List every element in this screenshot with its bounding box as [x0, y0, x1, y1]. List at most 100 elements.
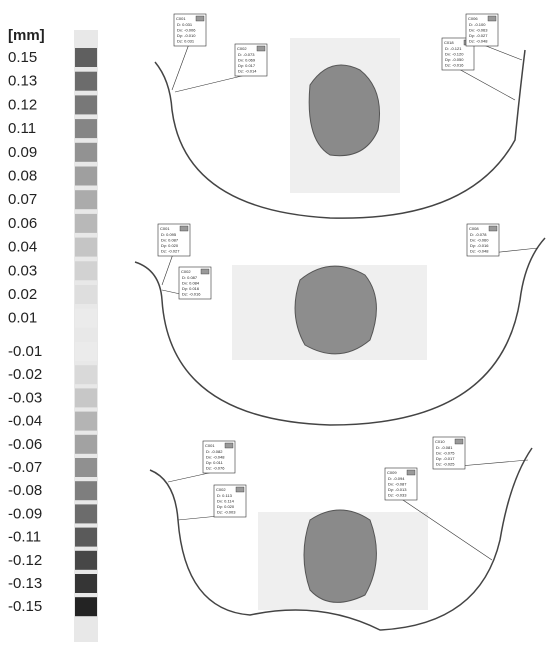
legend-swatch — [75, 167, 97, 186]
legend-label: 0.13 — [8, 73, 37, 90]
callout-line: Dx: -0.063 — [469, 28, 488, 33]
callout-line: D: 0.113 — [217, 493, 233, 498]
legend-unit: [mm] — [8, 27, 45, 44]
legend-label: 0.04 — [8, 239, 37, 256]
callout-line: Dx: -0.120 — [445, 52, 464, 57]
callout-swatch — [236, 487, 244, 492]
callout-line: Dx: -0.087 — [388, 482, 407, 487]
callout-line: Dy: -0.050 — [445, 57, 464, 62]
legend-label: 0.01 — [8, 310, 37, 327]
legend-label: 0.12 — [8, 96, 37, 113]
callout-line: Dx: -0.075 — [436, 451, 455, 456]
callout-line: D: -0.073 — [238, 52, 255, 57]
panel-2-scene — [135, 238, 545, 425]
callout-line: Dz: -0.076 — [206, 466, 225, 471]
callout-line: D: 0.087 — [182, 275, 198, 280]
legend-label: 0.07 — [8, 191, 37, 208]
legend-label: 0.09 — [8, 144, 37, 161]
legend-label: 0.15 — [8, 49, 37, 66]
callout-line: D: -0.082 — [206, 449, 223, 454]
callout-line: Dz: -0.003 — [217, 510, 236, 515]
panel-3-scene — [150, 448, 532, 630]
legend-swatch — [75, 504, 97, 523]
callout-line: Dx: 0.069 — [238, 58, 256, 63]
callout-line: Dz: 0.031 — [177, 39, 195, 44]
legend-label: 0.08 — [8, 167, 37, 184]
callout-line: D: -0.100 — [469, 22, 486, 27]
callout: C001D: 0.031Dx: -0.006Dy: -0.010Dz: 0.03… — [172, 14, 206, 90]
legend-swatch — [75, 481, 97, 500]
legend-swatch — [75, 95, 97, 114]
callout-swatch — [407, 470, 415, 475]
legend-swatch — [75, 365, 97, 384]
callout-line: Dy: 0.020 — [161, 243, 179, 248]
callout-line: Dz: -0.033 — [388, 493, 407, 498]
legend-label: -0.11 — [8, 529, 41, 546]
callout-line: Dx: -0.060 — [470, 238, 489, 243]
callout-line: D: -0.094 — [388, 476, 405, 481]
callout-swatch — [257, 46, 265, 51]
callout-line: D: -0.081 — [436, 445, 453, 450]
callout-line: Dy: 0.011 — [206, 460, 224, 465]
callout-line: Dy: -0.013 — [388, 487, 407, 492]
callout-line: D: -0.078 — [470, 232, 487, 237]
callout-leader — [457, 68, 515, 100]
callout-id: C002 — [181, 269, 191, 274]
callout: C002D: -0.073Dx: 0.069Dy: 0.017Dz: -0.01… — [175, 44, 267, 92]
callout-line: Dz: -0.016 — [182, 292, 201, 297]
legend-label: -0.08 — [8, 482, 42, 499]
callout-id: C002 — [216, 487, 226, 492]
callout-line: Dz: -0.048 — [469, 39, 488, 44]
legend-label: -0.02 — [8, 366, 42, 383]
legend-label: -0.01 — [8, 343, 42, 360]
legend-swatch — [75, 551, 97, 570]
legend-swatch — [75, 143, 97, 162]
legend-swatch — [75, 48, 97, 67]
callout-line: Dz: -0.048 — [470, 249, 489, 254]
legend-label: 0.11 — [8, 120, 36, 137]
callout-id: C001 — [176, 16, 186, 21]
legend-swatch — [75, 309, 97, 328]
callout-line: Dx: 0.087 — [161, 238, 179, 243]
legend-swatch — [75, 285, 97, 304]
legend-label: -0.15 — [8, 598, 42, 615]
legend-swatch — [75, 458, 97, 477]
callout-line: Dy: -0.017 — [436, 456, 455, 461]
legend-swatch — [75, 261, 97, 280]
callout-line: Dx: -0.006 — [177, 28, 196, 33]
callout-line: Dz: -0.025 — [436, 462, 455, 467]
legend-swatch — [75, 435, 97, 454]
legend-swatch — [75, 72, 97, 91]
legend-swatch — [75, 412, 97, 431]
legend-label: 0.02 — [8, 286, 37, 303]
callout-line: Dy: 0.016 — [182, 286, 200, 291]
callout-leader — [162, 254, 173, 285]
legend-swatch — [75, 597, 97, 616]
callout-line: Dz: -0.014 — [238, 69, 257, 74]
legend-label: -0.13 — [8, 575, 42, 592]
callout-id: C001 — [205, 443, 215, 448]
callout: C008D: -0.078Dx: -0.060Dy: -0.016Dz: -0.… — [467, 224, 538, 256]
legend-swatch — [75, 119, 97, 138]
callout-swatch — [489, 226, 497, 231]
callout-swatch — [225, 443, 233, 448]
legend-label: -0.04 — [8, 413, 42, 430]
callout-line: D: 0.031 — [177, 22, 193, 27]
legend-label: 0.03 — [8, 262, 37, 279]
legend-swatch — [75, 190, 97, 209]
callout-id: C006 — [468, 16, 478, 21]
callout-swatch — [201, 269, 209, 274]
figure: [mm] 0.150.130.120.110.090.080.070.060.0… — [0, 0, 547, 646]
callout-swatch — [455, 439, 463, 444]
callout-swatch — [180, 226, 188, 231]
legend-swatch — [75, 238, 97, 257]
callout-line: D: 0.095 — [161, 232, 177, 237]
legend-label: -0.03 — [8, 389, 42, 406]
callout-id: C001 — [160, 226, 170, 231]
callout-swatch — [196, 16, 204, 21]
callout-line: Dx: -0.048 — [206, 455, 225, 460]
callout-id: C008 — [469, 226, 479, 231]
